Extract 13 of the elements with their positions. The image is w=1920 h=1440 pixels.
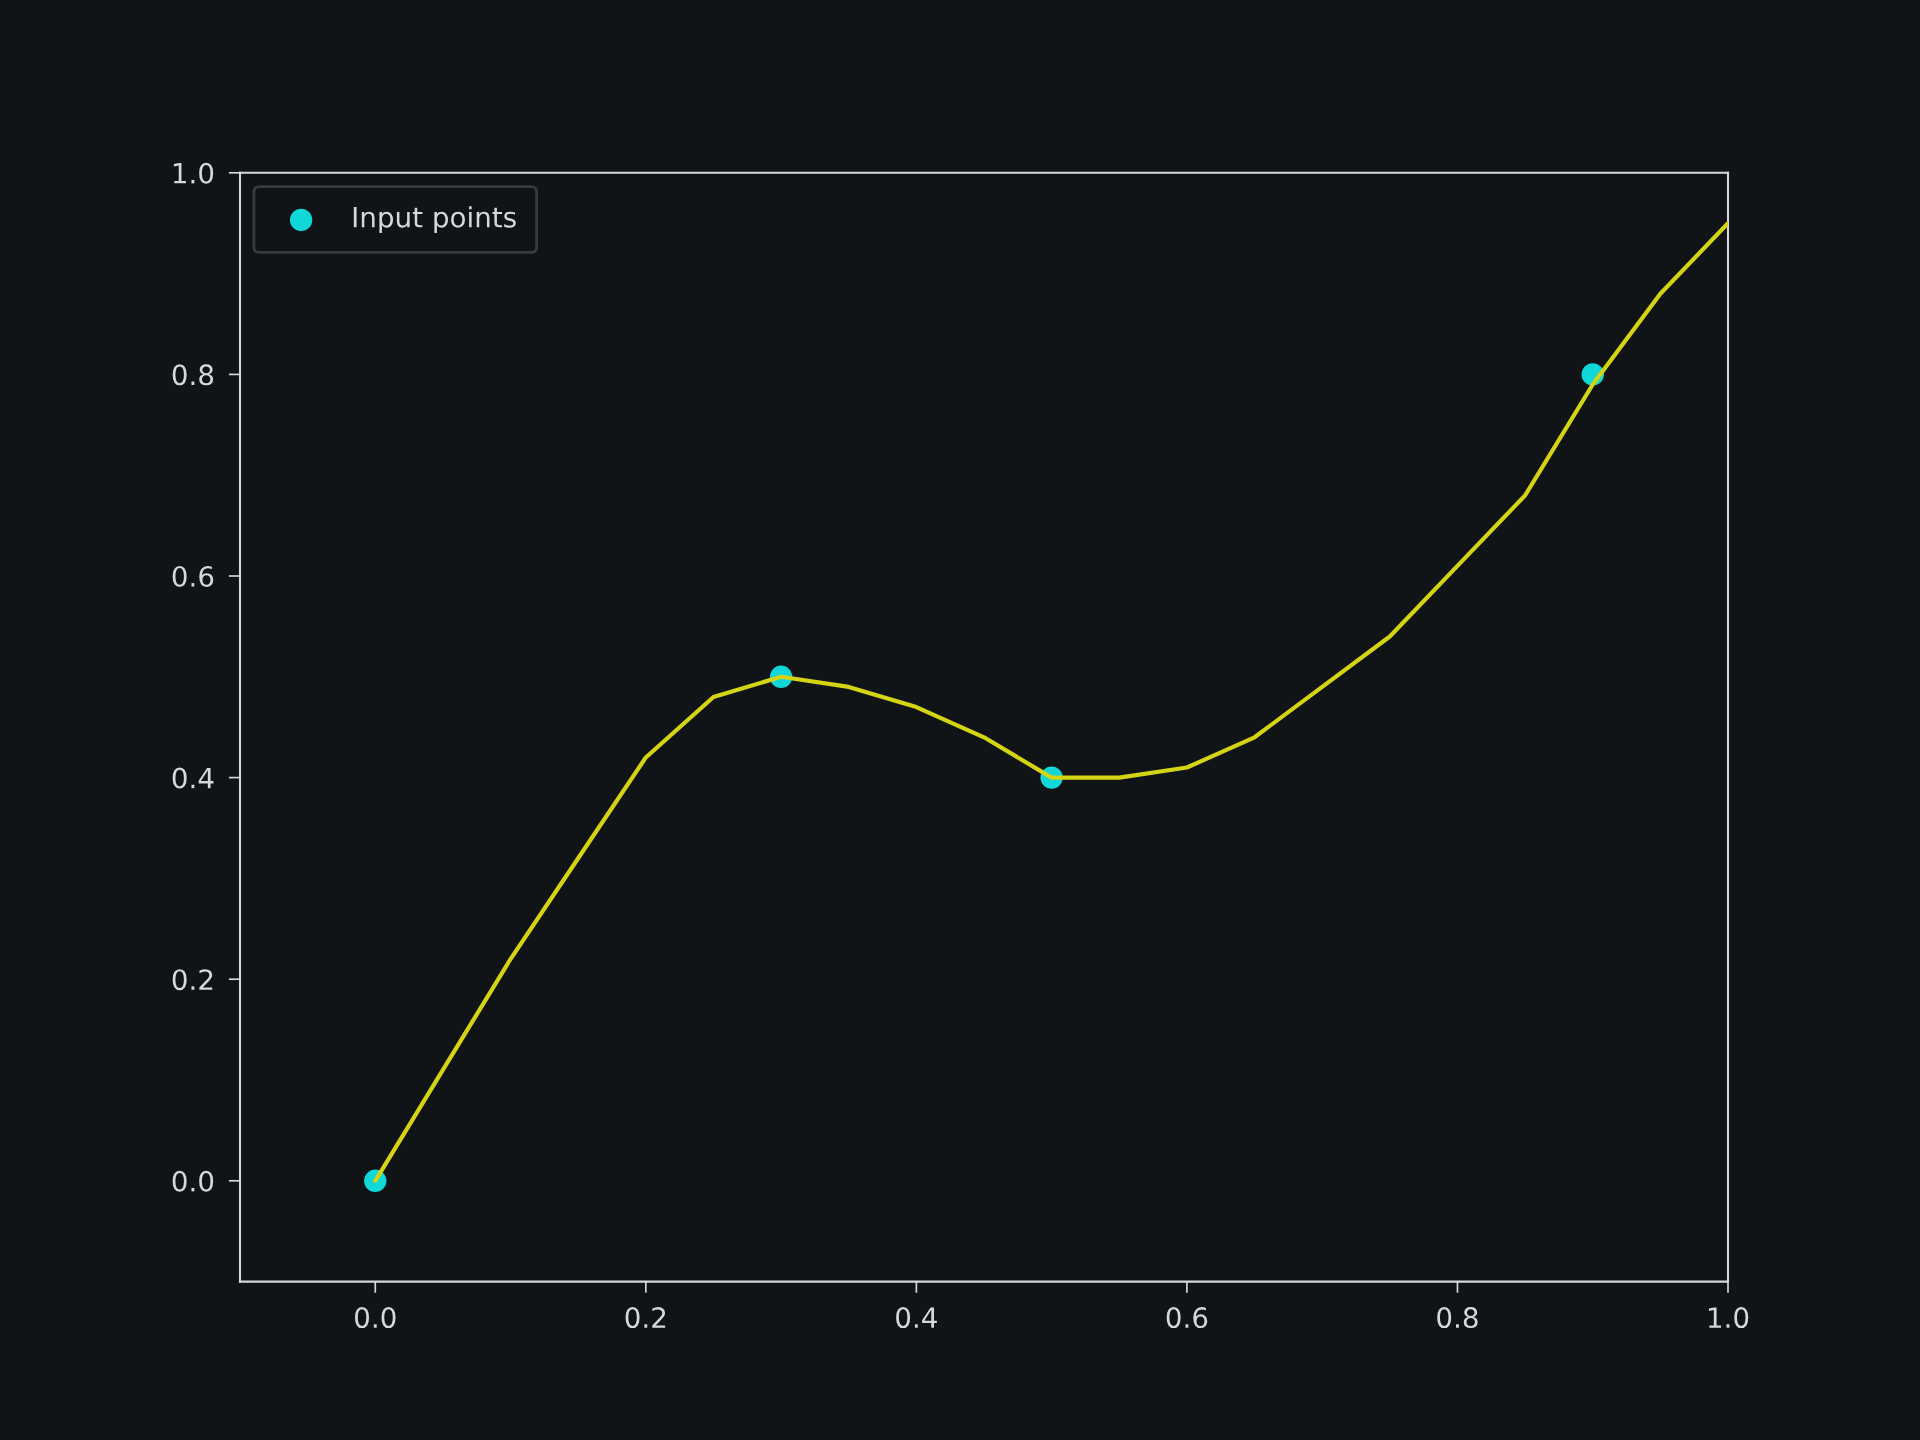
x-tick-label: 1.0 [1708,1307,1749,1329]
y-tick-label: 0.2 [172,969,213,991]
x-tick-label: 0.6 [1166,1307,1208,1329]
legend-label: Input points [353,206,516,234]
y-tick-label: 0.8 [172,364,214,386]
y-tick-label: 0.6 [172,565,214,587]
x-tick-label: 0.2 [625,1307,666,1329]
y-tick-label: 0.0 [172,1170,214,1192]
x-tick-label: 0.4 [896,1307,937,1329]
x-tick-label: 0.0 [355,1307,396,1329]
x-tick-label: 0.8 [1437,1307,1478,1329]
y-tick-label: 0.4 [172,767,214,789]
y-tick-label: 1.0 [173,162,214,184]
